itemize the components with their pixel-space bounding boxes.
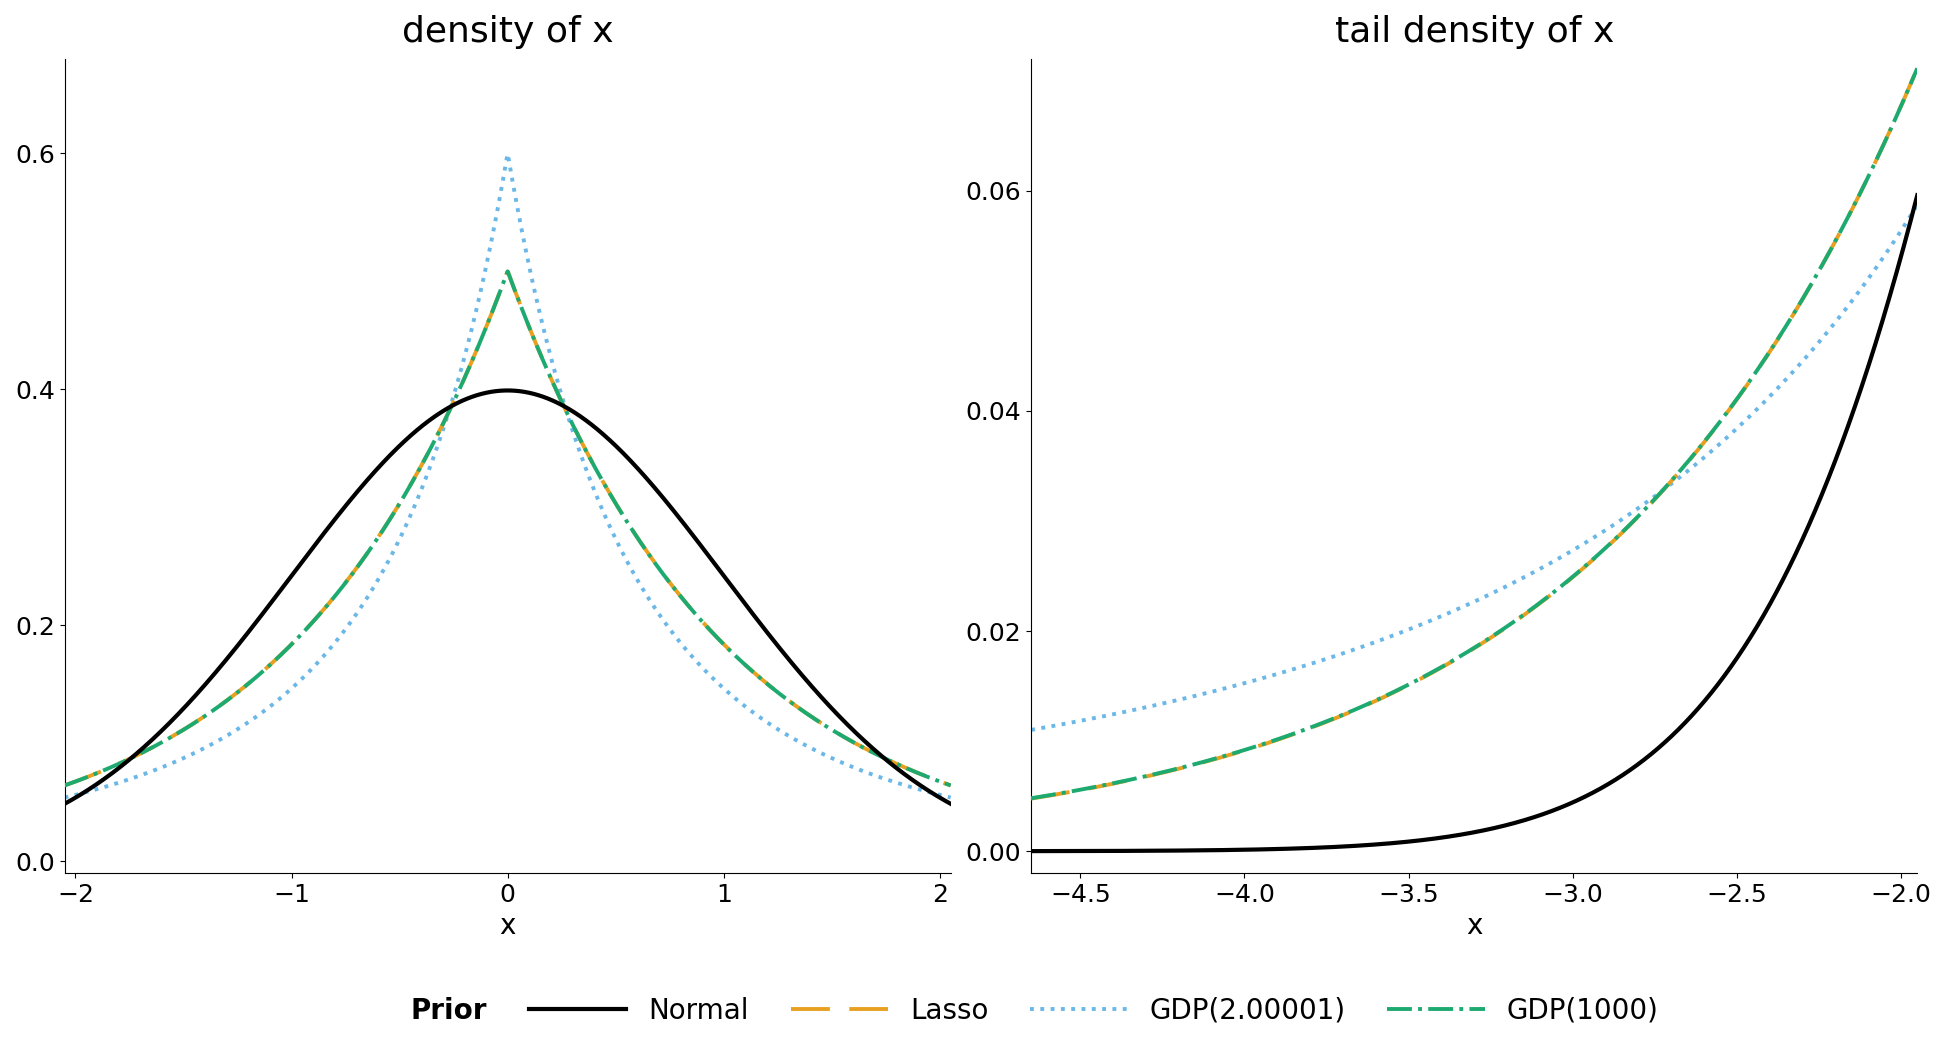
Legend: Prior, Normal, Lasso, GDP(2.00001), GDP(1000): Prior, Normal, Lasso, GDP(2.00001), GDP(… — [281, 986, 1669, 1036]
Title: density of x: density of x — [402, 15, 614, 49]
X-axis label: x: x — [499, 912, 517, 941]
X-axis label: x: x — [1466, 912, 1482, 941]
Title: tail density of x: tail density of x — [1334, 15, 1615, 49]
